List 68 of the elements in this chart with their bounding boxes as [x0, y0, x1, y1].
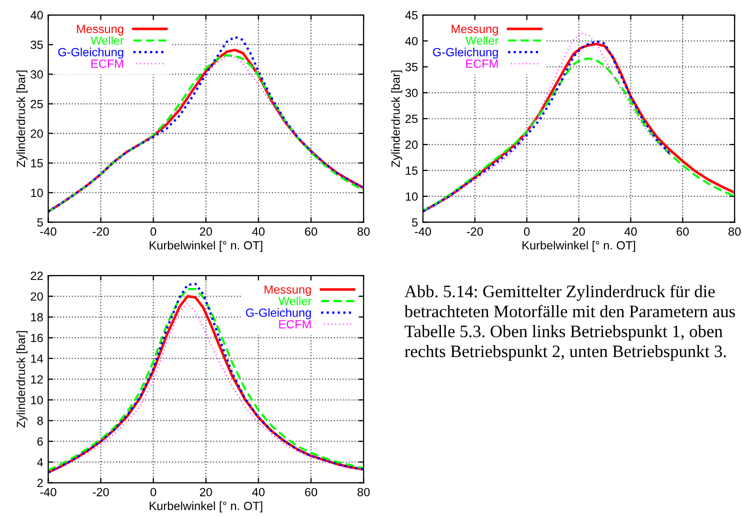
- y-tick-label: 35: [30, 40, 43, 50]
- x-tick-label: 80: [358, 488, 370, 496]
- legend-label: G-Gleichung: [58, 48, 124, 59]
- y-tick-label: 35: [405, 62, 418, 72]
- y-axis-title: Zylinderdruck [bar]: [16, 70, 28, 168]
- y-tick-label: 12: [31, 375, 43, 384]
- x-axis-title: Kurbelwinkel [° n. OT]: [150, 501, 262, 512]
- x-tick-label: -20: [466, 227, 483, 236]
- y-tick-label: 22: [30, 272, 43, 280]
- y-tick-label: 15: [406, 166, 418, 175]
- x-tick-label: 60: [676, 227, 689, 236]
- y-tick-label: 45: [405, 11, 418, 20]
- y-tick-label: 25: [30, 100, 43, 108]
- x-tick-label: 20: [572, 227, 585, 236]
- x-tick-label: -40: [40, 488, 56, 496]
- y-axis-title: Zylinderdruck [bar]: [391, 70, 402, 168]
- y-tick-label: 30: [30, 70, 43, 79]
- x-tick-label: 20: [200, 227, 212, 236]
- y-tick-label: 40: [405, 36, 418, 46]
- x-tick-label: 0: [150, 488, 156, 496]
- y-tick-label: 6: [37, 437, 43, 446]
- x-tick-label: 40: [252, 227, 265, 236]
- x-tick-label: 0: [150, 227, 156, 236]
- y-tick-label: 10: [406, 192, 418, 201]
- x-tick-label: -40: [414, 227, 432, 236]
- y-tick-label: 16: [31, 334, 43, 342]
- y-tick-label: 5: [412, 218, 418, 227]
- y-tick-label: 14: [31, 354, 44, 363]
- y-tick-label: 20: [406, 140, 418, 149]
- x-tick-label: 80: [728, 227, 741, 236]
- y-tick-label: 18: [31, 313, 43, 322]
- legend-label: Messung: [452, 24, 498, 36]
- legend-label: ECFM: [91, 60, 123, 68]
- y-tick-label: 8: [37, 416, 43, 426]
- legend-label: Weller: [278, 296, 312, 306]
- x-tick-label: 40: [252, 488, 265, 496]
- x-tick-label: 60: [305, 227, 318, 236]
- y-tick-label: 20: [30, 292, 43, 301]
- x-axis-title: Kurbelwinkel [° n. OT]: [150, 240, 262, 252]
- y-tick-label: 10: [31, 396, 43, 404]
- x-tick-label: -20: [92, 227, 109, 236]
- legend-label: G-Gleichung: [432, 48, 498, 59]
- y-tick-label: 2: [37, 478, 43, 488]
- x-tick-label: 0: [524, 227, 530, 236]
- y-tick-label: 20: [30, 129, 43, 138]
- legend-label: Weller: [90, 36, 124, 45]
- legend-label: Weller: [465, 36, 498, 45]
- y-tick-label: 15: [31, 159, 43, 168]
- legend-label: Messung: [77, 24, 124, 36]
- y-tick-label: 10: [31, 188, 43, 198]
- y-tick-label: 5: [37, 218, 43, 227]
- legend-label: G-Gleichung: [246, 308, 311, 320]
- legend-label: ECFM: [279, 320, 311, 328]
- y-axis-title: Zylinderdruck [bar]: [16, 331, 28, 428]
- y-tick-label: 30: [405, 88, 418, 98]
- x-tick-label: 40: [624, 227, 637, 236]
- x-tick-label: -20: [92, 488, 109, 496]
- x-axis-title: Kurbelwinkel [° n. OT]: [522, 240, 636, 252]
- x-tick-label: 20: [200, 488, 212, 496]
- legend-label: Messung: [264, 285, 311, 296]
- x-tick-label: 60: [305, 488, 318, 496]
- x-tick-label: 80: [358, 227, 370, 236]
- caption: Abb. 5.14: Gemittelter Zylinderdruck für die betrachteten Motorfälle mit den Parametern aus Tabelle 5.3. Oben links Betriebspunkt 1, oben rechts Betriebspunkt 2, unten Betriebspunkt 3.: [404, 284, 735, 361]
- legend-label: ECFM: [466, 60, 498, 68]
- x-tick-label: -40: [40, 227, 56, 236]
- y-tick-label: 25: [406, 114, 418, 124]
- y-tick-label: 40: [30, 11, 43, 20]
- y-tick-label: 4: [37, 458, 44, 466]
